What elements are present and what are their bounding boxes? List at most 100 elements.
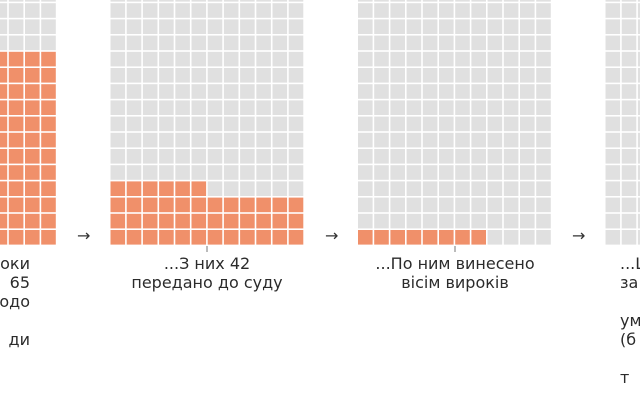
waffle-cell-empty bbox=[159, 133, 174, 148]
panel-4-caption-line-3 bbox=[620, 292, 640, 311]
waffle-cell-empty bbox=[622, 0, 637, 2]
waffle-cell-empty bbox=[504, 181, 519, 196]
waffle-cell-filled bbox=[240, 214, 255, 229]
waffle-cell-filled bbox=[0, 149, 7, 164]
waffle-cell-empty bbox=[520, 181, 535, 196]
waffle-cell-empty bbox=[256, 68, 271, 83]
waffle-cell-empty bbox=[374, 3, 389, 18]
waffle-cell-empty bbox=[358, 19, 373, 34]
waffle-cell-empty bbox=[0, 36, 7, 51]
waffle-cell-filled bbox=[25, 165, 40, 180]
waffle-cell-filled bbox=[0, 165, 7, 180]
waffle-cell-empty bbox=[504, 214, 519, 229]
waffle-cell-filled bbox=[159, 214, 174, 229]
waffle-cell-empty bbox=[240, 68, 255, 83]
waffle-cell-empty bbox=[111, 3, 126, 18]
waffle-cell-filled bbox=[9, 165, 24, 180]
flow-arrow-2: → bbox=[325, 228, 338, 244]
waffle-cell-empty bbox=[224, 3, 239, 18]
waffle-cell-filled bbox=[256, 198, 271, 213]
waffle-cell-empty bbox=[606, 230, 621, 245]
panel-4-caption-line-6 bbox=[620, 349, 640, 368]
panel-1-caption-line-3: щодо bbox=[0, 292, 30, 311]
waffle-cell-empty bbox=[536, 100, 551, 115]
waffle-cell-empty bbox=[143, 84, 158, 99]
waffle-cell-empty bbox=[143, 3, 158, 18]
waffle-cell-empty bbox=[488, 3, 503, 18]
waffle-cell-empty bbox=[520, 100, 535, 115]
waffle-cell-filled bbox=[41, 133, 56, 148]
waffle-cell-empty bbox=[358, 149, 373, 164]
waffle-cell-filled bbox=[0, 52, 7, 67]
waffle-cell-empty bbox=[423, 3, 438, 18]
waffle-cell-filled bbox=[9, 68, 24, 83]
waffle-cell-filled bbox=[289, 198, 304, 213]
waffle-cell-filled bbox=[0, 133, 7, 148]
waffle-cell-empty bbox=[374, 19, 389, 34]
waffle-cell-empty bbox=[143, 36, 158, 51]
waffle-cell-empty bbox=[208, 19, 223, 34]
waffle-cell-empty bbox=[390, 198, 405, 213]
waffle-cell-empty bbox=[273, 117, 288, 132]
waffle-cell-filled bbox=[192, 181, 207, 196]
waffle-cell-empty bbox=[471, 165, 486, 180]
flow-arrow-1: → bbox=[77, 228, 90, 244]
waffle-cell-empty bbox=[622, 84, 637, 99]
waffle-cell-empty bbox=[175, 117, 190, 132]
waffle-cell-empty bbox=[192, 52, 207, 67]
waffle-cell-empty bbox=[208, 100, 223, 115]
waffle-cell-empty bbox=[471, 117, 486, 132]
waffle-cell-filled bbox=[175, 214, 190, 229]
waffle-cell-empty bbox=[407, 198, 422, 213]
waffle-cell-empty bbox=[504, 84, 519, 99]
waffle-cell-empty bbox=[127, 165, 142, 180]
waffle-cell-empty bbox=[358, 214, 373, 229]
waffle-cell-empty bbox=[504, 117, 519, 132]
waffle-cell-empty bbox=[41, 0, 56, 2]
waffle-cell-empty bbox=[127, 100, 142, 115]
waffle-cell-empty bbox=[273, 181, 288, 196]
waffle-cell-empty bbox=[9, 19, 24, 34]
waffle-cell-empty bbox=[520, 149, 535, 164]
waffle-cell-empty bbox=[224, 165, 239, 180]
panel-3-caption-line-2: вісім вироків bbox=[375, 273, 534, 292]
waffle-cell-filled bbox=[224, 198, 239, 213]
waffle-cell-empty bbox=[374, 84, 389, 99]
waffle-cell-filled bbox=[9, 149, 24, 164]
waffle-cell-empty bbox=[423, 181, 438, 196]
waffle-cell-empty bbox=[175, 0, 190, 2]
waffle-panel-2 bbox=[111, 0, 304, 252]
waffle-cell-empty bbox=[175, 3, 190, 18]
waffle-cell-empty bbox=[390, 100, 405, 115]
waffle-cell-empty bbox=[224, 19, 239, 34]
waffle-cell-empty bbox=[273, 100, 288, 115]
panel-2-caption: ...З них 42 передано до суду bbox=[131, 254, 282, 292]
waffle-cell-filled bbox=[224, 214, 239, 229]
waffle-cell-empty bbox=[504, 165, 519, 180]
waffle-cell-filled bbox=[127, 230, 142, 245]
waffle-cell-empty bbox=[520, 36, 535, 51]
waffle-cell-empty bbox=[423, 36, 438, 51]
waffle-cell-empty bbox=[471, 181, 486, 196]
waffle-cell-filled bbox=[175, 198, 190, 213]
waffle-cell-empty bbox=[111, 0, 126, 2]
waffle-cell-empty bbox=[471, 214, 486, 229]
waffle-cell-empty bbox=[606, 0, 621, 2]
waffle-cell-empty bbox=[41, 36, 56, 51]
waffle-cell-empty bbox=[289, 84, 304, 99]
waffle-cell-empty bbox=[111, 117, 126, 132]
waffle-cell-empty bbox=[390, 149, 405, 164]
waffle-cell-empty bbox=[504, 19, 519, 34]
waffle-cell-filled bbox=[240, 198, 255, 213]
waffle-cell-empty bbox=[127, 3, 142, 18]
panel-3-caption-line-1: ...По ним винесено bbox=[375, 254, 534, 273]
waffle-cell-empty bbox=[273, 52, 288, 67]
waffle-cell-empty bbox=[224, 100, 239, 115]
waffle-cell-empty bbox=[536, 149, 551, 164]
waffle-cell-empty bbox=[471, 133, 486, 148]
waffle-cell-empty bbox=[208, 0, 223, 2]
waffle-cell-empty bbox=[536, 0, 551, 2]
waffle-cell-empty bbox=[536, 3, 551, 18]
waffle-cell-empty bbox=[520, 198, 535, 213]
